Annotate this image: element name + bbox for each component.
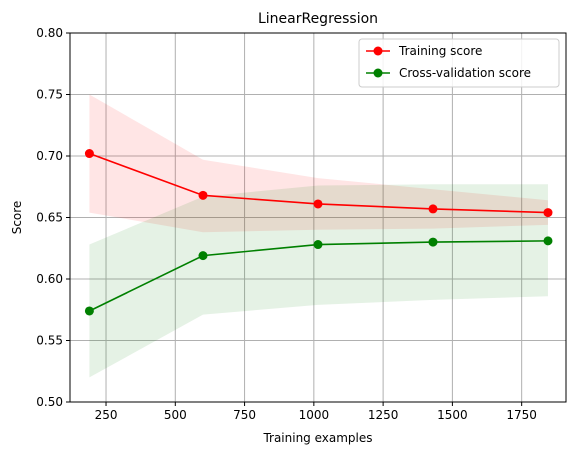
series-1-point	[428, 237, 438, 247]
series-0-point	[428, 204, 438, 214]
x-axis-title: Training examples	[262, 431, 372, 445]
series-0-point	[543, 208, 553, 218]
chart-title: LinearRegression	[258, 11, 378, 27]
series-1-point	[313, 240, 323, 250]
x-tick-label: 500	[164, 408, 187, 422]
series-0-point	[198, 190, 208, 200]
x-tick-label: 1500	[437, 408, 468, 422]
legend-swatch-marker	[373, 46, 383, 56]
y-tick-label: 0.55	[36, 334, 63, 348]
y-tick-label: 0.75	[36, 88, 63, 102]
legend-box	[358, 38, 560, 88]
y-tick-label: 0.70	[36, 149, 63, 163]
y-tick-label: 0.65	[36, 211, 63, 225]
series-1-point	[543, 236, 553, 246]
series-points	[84, 149, 553, 316]
y-tick-label: 0.80	[36, 26, 63, 40]
series-0-point	[84, 149, 94, 159]
legend-label: Training score	[398, 44, 482, 58]
x-tick-label: 750	[233, 408, 256, 422]
series-band-1	[89, 184, 548, 378]
x-tick-label: 250	[95, 408, 118, 422]
y-tick-label: 0.60	[36, 272, 63, 286]
x-tick-label: 1250	[368, 408, 399, 422]
series-0-point	[313, 199, 323, 209]
y-axis-title: Score	[10, 201, 24, 235]
y-tick-label: 0.50	[36, 395, 63, 409]
legend-swatch-marker	[373, 68, 383, 78]
axis-ticks: 250 500 750 1000 1250 1500 1750 0.50 0.55 0.60 0.6…	[36, 26, 537, 422]
legend-label: Cross-validation score	[399, 66, 531, 80]
series-1-point	[84, 306, 94, 316]
x-tick-label: 1750	[506, 408, 537, 422]
x-tick-label: 1000	[299, 408, 330, 422]
series-1-point	[198, 251, 208, 261]
legend: Training score Cross-validation score	[358, 38, 560, 88]
